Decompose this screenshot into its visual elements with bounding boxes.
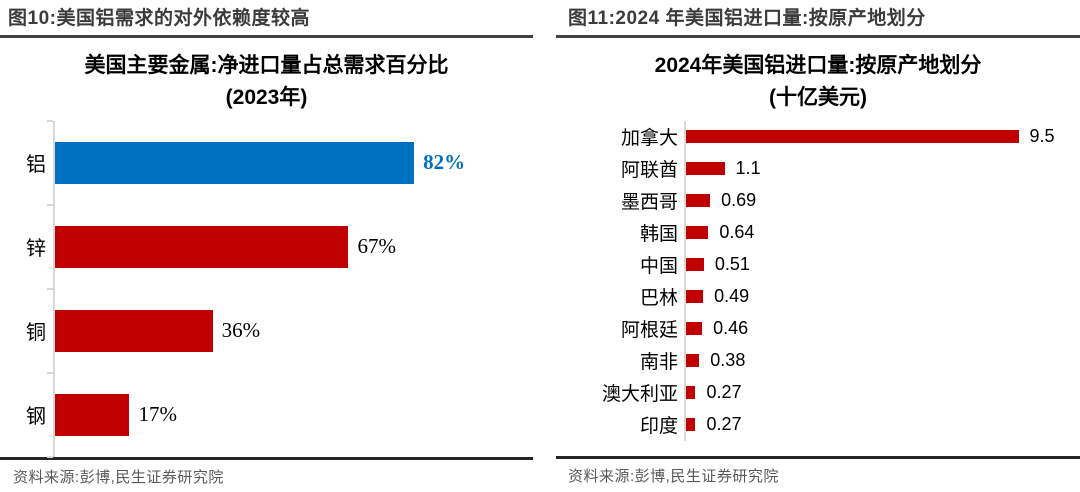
chart-row: 韩国 0.64 <box>556 216 1080 249</box>
value-label: 0.64 <box>719 222 755 243</box>
category-label: 巴林 <box>639 288 678 310</box>
value-label: 36% <box>221 318 261 343</box>
value-label: 82% <box>423 150 466 175</box>
category-label: 锌 <box>26 238 46 261</box>
chart-row: 钢 17% <box>0 371 533 458</box>
chart-row: 阿根廷 0.46 <box>556 312 1080 345</box>
figure-10-caption: 图10:美国铝需求的对外依赖度较高 <box>0 0 533 38</box>
bar-track: 0.38 <box>684 344 1080 377</box>
chart-row: 阿联酋 1.1 <box>556 152 1080 185</box>
bar <box>686 226 709 240</box>
bar <box>686 354 700 368</box>
source-note: 资料来源:彭博,民生证券研究院 <box>0 456 533 492</box>
figure-11-chart: 2024年美国铝进口量:按原产地划分 (十亿美元) 加拿大 9.5 阿联酋 1.1 墨西… <box>556 38 1080 456</box>
category-label: 铜 <box>26 322 46 345</box>
category-label: 澳大利亚 <box>601 384 678 406</box>
figure-10-chart: 美国主要金属:净进口量占总需求百分比 (2023年) 铝 82% 锌 67% 铜 36% 钢… <box>0 38 533 458</box>
value-label: 67% <box>357 234 396 259</box>
bar-track: 0.69 <box>684 184 1080 217</box>
chart-title: 2024年美国铝进口量:按原产地划分 <box>654 53 982 77</box>
chart-row: 铜 36% <box>0 287 533 373</box>
category-label: 墨西哥 <box>620 192 678 214</box>
value-label: 0.27 <box>706 382 742 403</box>
bar-track: 36% <box>47 287 533 373</box>
bar-track: 0.46 <box>684 312 1080 345</box>
chart-row: 加拿大 9.5 <box>556 120 1080 153</box>
value-label: 0.51 <box>714 254 750 275</box>
bar <box>686 290 704 304</box>
value-label: 9.5 <box>1029 126 1055 147</box>
category-label: 阿联酋 <box>620 160 678 182</box>
bar-track: 9.5 <box>684 120 1080 153</box>
value-label: 0.27 <box>706 414 742 435</box>
value-label: 1.1 <box>735 158 761 179</box>
category-label: 韩国 <box>639 224 678 246</box>
category-label: 钢 <box>26 406 46 429</box>
chart-row: 巴林 0.49 <box>556 280 1080 313</box>
bar-plot: 加拿大 9.5 阿联酋 1.1 墨西哥 0.69 韩国 0.64 中国 0.51 巴林 0.49 阿根廷… <box>556 120 1080 441</box>
category-label: 南非 <box>639 352 678 374</box>
bar-track: 0.27 <box>684 408 1080 441</box>
bar-track: 1.1 <box>684 152 1080 185</box>
figure-11-panel: 图11:2024 年美国铝进口量:按原产地划分 2024年美国铝进口量:按原产地… <box>556 0 1080 492</box>
bar <box>686 386 696 400</box>
bar-track: 82% <box>47 119 533 205</box>
chart-row: 中国 0.51 <box>556 248 1080 281</box>
chart-subtitle: (2023年) <box>225 85 308 109</box>
category-label: 加拿大 <box>620 128 678 150</box>
bar <box>55 393 130 436</box>
value-label: 0.46 <box>713 318 749 339</box>
figure-11-caption: 图11:2024 年美国铝进口量:按原产地划分 <box>556 0 1080 38</box>
bar <box>686 418 696 432</box>
figure-10-panel: 图10:美国铝需求的对外依赖度较高 美国主要金属:净进口量占总需求百分比 (20… <box>0 0 533 492</box>
chart-row: 澳大利亚 0.27 <box>556 376 1080 409</box>
chart-row: 墨西哥 0.69 <box>556 184 1080 217</box>
category-label: 印度 <box>639 416 678 438</box>
bar <box>686 162 725 176</box>
bar-track: 0.49 <box>684 280 1080 313</box>
chart-subtitle: (十亿美元) <box>769 85 867 109</box>
value-label: 0.49 <box>714 286 750 307</box>
chart-row: 锌 67% <box>0 203 533 289</box>
bar-track: 67% <box>47 203 533 289</box>
bar <box>686 194 711 208</box>
bar <box>686 322 703 336</box>
bar <box>686 258 704 272</box>
bar <box>55 141 415 184</box>
bar-track: 17% <box>47 371 533 458</box>
chart-row: 铝 82% <box>0 119 533 205</box>
bar <box>55 309 213 352</box>
chart-row: 印度 0.27 <box>556 408 1080 441</box>
value-label: 0.69 <box>721 190 757 211</box>
bar <box>55 225 349 268</box>
chart-title: 美国主要金属:净进口量占总需求百分比 <box>84 53 449 77</box>
category-label: 铝 <box>26 154 46 177</box>
bar-track: 0.27 <box>684 376 1080 409</box>
bar-track: 0.51 <box>684 248 1080 281</box>
value-label: 17% <box>138 402 177 427</box>
value-label: 0.38 <box>710 350 746 371</box>
bar-plot: 铝 82% 锌 67% 铜 36% 钢 17% <box>0 119 533 458</box>
chart-row: 南非 0.38 <box>556 344 1080 377</box>
category-label: 阿根廷 <box>620 320 678 342</box>
category-label: 中国 <box>639 256 678 278</box>
source-note: 资料来源:彭博,民生证券研究院 <box>556 456 1080 492</box>
bar <box>686 130 1019 144</box>
bar-track: 0.64 <box>684 216 1080 249</box>
